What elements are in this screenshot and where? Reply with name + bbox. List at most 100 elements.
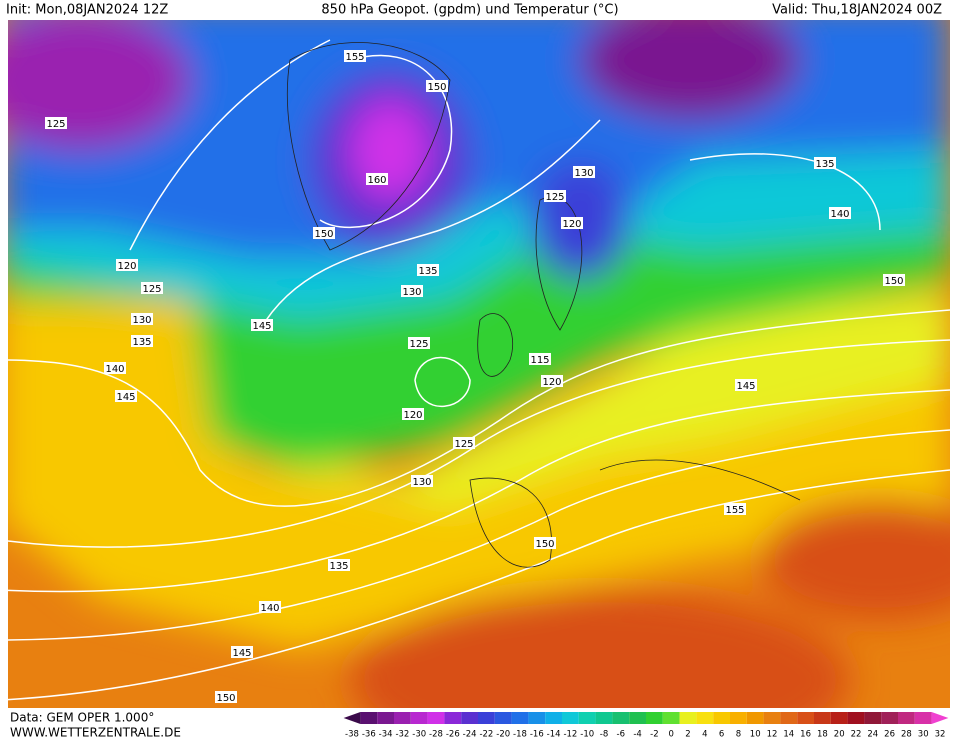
contour-label: 115 [530, 355, 549, 366]
colorbar-label: 4 [702, 730, 707, 740]
colorbar-label: 14 [783, 730, 794, 740]
colorbar-swatch [679, 712, 697, 724]
colorbar-swatch [730, 712, 747, 724]
contour-label-box [401, 285, 423, 297]
map-title: 850 hPa Geopot. (gpdm) und Temperatur (°… [321, 3, 618, 18]
contour-label: 135 [418, 266, 437, 277]
contour-label: 155 [725, 505, 744, 516]
data-source: Data: GEM OPER 1.000° [10, 711, 154, 725]
contour-label-box [402, 408, 424, 420]
colorbar-swatch [914, 712, 932, 724]
contour-label-box [529, 353, 551, 365]
colorbar-swatch [780, 712, 798, 724]
colorbar-label: 8 [736, 730, 741, 740]
colorbar-label: -14 [547, 730, 561, 740]
contour-label-box [115, 390, 137, 402]
colorbar-swatch [360, 712, 378, 724]
contour-label-box [45, 117, 67, 129]
contour-label-box [131, 335, 153, 347]
contour-label-box [131, 313, 153, 325]
contour-label-box [116, 259, 138, 271]
colorbar-swatch [377, 712, 394, 724]
colorbar-label: 18 [817, 730, 828, 740]
contour-label-box [366, 173, 388, 185]
colorbar-label: -20 [496, 730, 510, 740]
contour-label: 150 [216, 693, 235, 704]
colorbar-swatch [746, 712, 764, 724]
website: WWW.WETTERZENTRALE.DE [10, 726, 181, 740]
contour-label: 155 [345, 52, 364, 63]
contour-label-box [313, 227, 335, 239]
contour-label: 135 [815, 159, 834, 170]
colorbar-label: 6 [719, 730, 724, 740]
contour-label: 125 [46, 119, 65, 130]
colorbar-swatch [394, 712, 411, 724]
contour-label: 140 [105, 364, 124, 375]
colorbar: -38 -36 -34 -32 -30 -28 -26 -24 -22 -20 -18 -16 -14-… [343, 712, 949, 740]
colorbar-label: 12 [767, 730, 778, 740]
colorbar-label: -32 [395, 730, 409, 740]
contour-label: 135 [329, 561, 348, 572]
contour-label: 130 [574, 168, 593, 179]
colorbar-arrow [931, 712, 949, 724]
colorbar-swatch [847, 712, 865, 724]
contour-label-box [534, 537, 556, 549]
contour-label-box [411, 475, 433, 487]
colorbar-swatch [830, 712, 848, 724]
colorbar-swatch [763, 712, 781, 724]
contour-label: 125 [454, 439, 473, 450]
colorbar-arrow [343, 712, 361, 724]
contour-label-box [541, 375, 563, 387]
colorbar-swatch [545, 712, 562, 724]
init-time: Init: Mon,08JAN2024 12Z [6, 3, 168, 18]
geopotential-contours [8, 39, 950, 701]
contour-label: 145 [736, 381, 755, 392]
colorbar-swatch [881, 712, 898, 724]
contour-label: 120 [562, 219, 581, 230]
contour-label: 120 [117, 261, 136, 272]
contour-label: 150 [535, 539, 554, 550]
contour-label: 150 [314, 229, 333, 240]
colorbar-swatch [528, 712, 546, 724]
contour-label-box [344, 50, 366, 62]
contour-label: 140 [260, 603, 279, 614]
colorbar-swatch [696, 712, 714, 724]
contour-label: 145 [116, 392, 135, 403]
contour-label-box [259, 601, 281, 613]
contour-label-box [829, 207, 851, 219]
colorbar-swatch [662, 712, 680, 724]
colorbar-label: -18 [513, 730, 527, 740]
contour-label-box [426, 80, 448, 92]
contour-label: 140 [830, 209, 849, 220]
contour-label: 145 [252, 321, 271, 332]
colorbar-swatch [478, 712, 495, 724]
contour-label: 135 [132, 337, 151, 348]
contour-label: 125 [545, 192, 564, 203]
colorbar-swatch [511, 712, 529, 724]
colorbar-swatch [444, 712, 462, 724]
contour-label: 125 [409, 339, 428, 350]
colorbar-swatch [713, 712, 730, 724]
colorbar-label: 24 [867, 730, 878, 740]
contour-label: 120 [403, 410, 422, 421]
contour-label: 130 [402, 287, 421, 298]
colorbar-label: 22 [851, 730, 862, 740]
colorbar-swatch [562, 712, 579, 724]
contour-label-box [141, 282, 163, 294]
colorbar-label: -36 [362, 730, 376, 740]
contour-label-box [735, 379, 757, 391]
contour-label-box [453, 437, 475, 449]
colorbar-label: -28 [429, 730, 443, 740]
contour-label-box [724, 503, 746, 515]
contour-label-box [408, 337, 430, 349]
colorbar-label: 30 [918, 730, 929, 740]
colorbar-label: 28 [901, 730, 912, 740]
colorbar-label: -2 [650, 730, 658, 740]
contour-label-box [215, 691, 237, 703]
colorbar-label: -30 [412, 730, 426, 740]
colorbar-swatch [494, 712, 512, 724]
contour-label: 145 [232, 648, 251, 659]
